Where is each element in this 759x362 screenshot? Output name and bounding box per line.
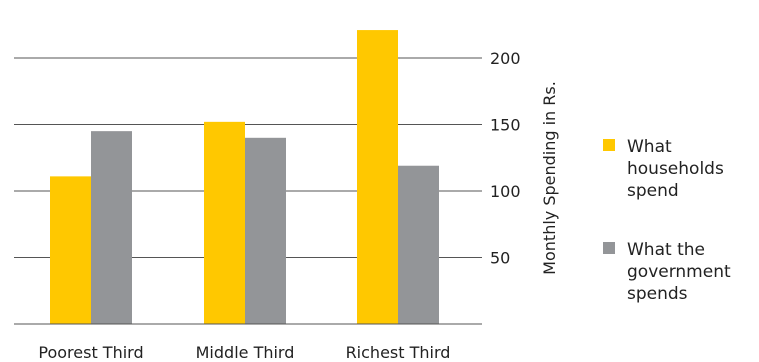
y-tick-label-100: 100 [490, 182, 521, 201]
y-axis-label: Monthly Spending in Rs. [540, 81, 559, 275]
legend-swatch-households [603, 139, 615, 151]
bar-households-middle-third [204, 121, 245, 324]
legend-swatch-government [603, 242, 615, 254]
y-tick-labels: 50 100 150 200 [490, 49, 521, 268]
legend-label-line: spend [627, 181, 679, 201]
y-tick-label-150: 150 [490, 116, 521, 135]
category-label-richest-third: Richest Third [346, 343, 451, 362]
category-label-poorest-third: Poorest Third [38, 343, 143, 362]
category-label-middle-third: Middle Third [196, 343, 295, 362]
category-labels: Poorest Third Middle Third Richest Third [38, 343, 450, 362]
legend-label-line: spends [627, 284, 688, 304]
legend-label-line: What the [627, 240, 705, 260]
legend-label-line: What [627, 137, 672, 157]
bar-government-middle-third [245, 137, 286, 324]
bar-households-poorest-third [50, 176, 91, 324]
bar-government-poorest-third [91, 131, 132, 324]
legend-label-line: government [627, 262, 731, 282]
y-tick-label-50: 50 [490, 249, 510, 268]
bars [50, 30, 439, 324]
bar-government-richest-third [398, 165, 439, 324]
y-tick-label-200: 200 [490, 49, 521, 68]
bar-households-richest-third [357, 30, 398, 324]
legend-label-line: households [627, 159, 724, 179]
